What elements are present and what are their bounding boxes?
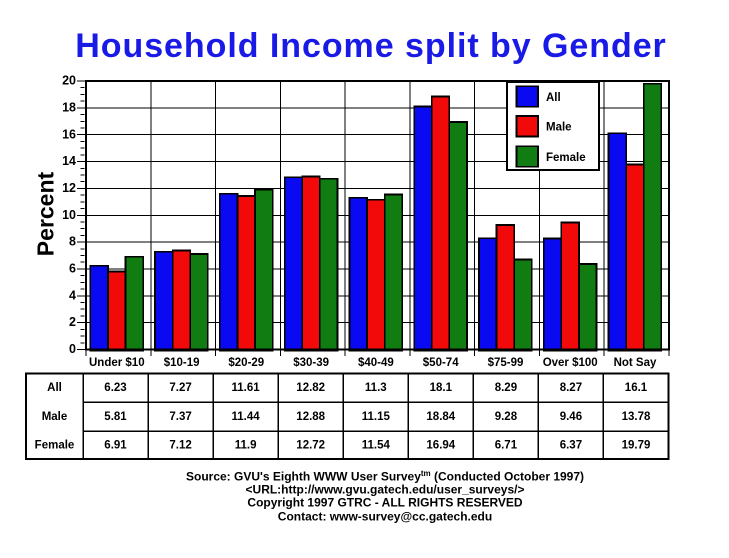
svg-text:All: All — [546, 92, 561, 104]
svg-text:10: 10 — [62, 208, 76, 222]
svg-text:11.54: 11.54 — [362, 440, 391, 452]
svg-text:$20-29: $20-29 — [228, 357, 264, 369]
svg-text:Over $100: Over $100 — [543, 357, 598, 369]
svg-text:11.15: 11.15 — [362, 411, 391, 423]
svg-text:7.37: 7.37 — [169, 411, 191, 423]
svg-text:16.94: 16.94 — [426, 440, 455, 452]
svg-text:All: All — [47, 382, 62, 394]
svg-text:19.79: 19.79 — [622, 440, 651, 452]
svg-text:14: 14 — [62, 154, 76, 168]
svg-text:Contact: www-survey@cc.gatech.: Contact: www-survey@cc.gatech.edu — [278, 510, 492, 524]
svg-text:$40-49: $40-49 — [358, 357, 394, 369]
svg-text:Male: Male — [42, 411, 68, 423]
svg-text:6.23: 6.23 — [104, 382, 126, 394]
svg-text:5.81: 5.81 — [104, 411, 127, 423]
svg-text:Copyright 1997 GTRC - ALL RIGH: Copyright 1997 GTRC - ALL RIGHTS RESERVE… — [247, 496, 522, 510]
svg-text:Under $10: Under $10 — [89, 357, 145, 369]
svg-text:12.88: 12.88 — [296, 411, 325, 423]
svg-text:7.27: 7.27 — [169, 382, 191, 394]
svg-text:9.46: 9.46 — [560, 411, 582, 423]
svg-text:Female: Female — [546, 152, 586, 164]
svg-text:13.78: 13.78 — [622, 411, 651, 423]
svg-text:18: 18 — [62, 100, 76, 114]
svg-text:12.82: 12.82 — [296, 382, 325, 394]
svg-text:8: 8 — [69, 235, 76, 249]
svg-text:2: 2 — [69, 315, 76, 329]
svg-text:9.28: 9.28 — [495, 411, 518, 423]
svg-text:8.29: 8.29 — [495, 382, 517, 394]
svg-text:18.84: 18.84 — [426, 411, 455, 423]
svg-text:4: 4 — [69, 288, 76, 302]
svg-text:18.1: 18.1 — [430, 382, 453, 394]
svg-text:20: 20 — [62, 74, 76, 88]
svg-text:11.9: 11.9 — [235, 440, 257, 452]
svg-text:$30-39: $30-39 — [293, 357, 329, 369]
svg-text:Percent: Percent — [33, 171, 59, 256]
svg-text:$75-99: $75-99 — [488, 357, 524, 369]
svg-text:11.44: 11.44 — [232, 411, 261, 423]
svg-text:16: 16 — [62, 127, 76, 141]
svg-text:0: 0 — [69, 342, 76, 356]
svg-text:12.72: 12.72 — [296, 440, 325, 452]
svg-text:Source: GVU's Eighth WWW User: Source: GVU's Eighth WWW User Surveytm (… — [186, 469, 584, 484]
svg-text:<URL:http://www.gvu.gatech.edu: <URL:http://www.gvu.gatech.edu/user_surv… — [246, 483, 525, 497]
svg-text:11.61: 11.61 — [232, 382, 261, 394]
svg-text:12: 12 — [62, 181, 76, 195]
svg-text:6.91: 6.91 — [104, 440, 127, 452]
svg-text:6.37: 6.37 — [560, 440, 582, 452]
svg-text:11.3: 11.3 — [365, 382, 387, 394]
svg-text:Female: Female — [35, 440, 75, 452]
svg-text:16.1: 16.1 — [625, 382, 648, 394]
svg-text:Not Say: Not Say — [614, 357, 657, 369]
svg-text:Household Income split by Gend: Household Income split by Gender — [75, 27, 666, 65]
svg-text:6: 6 — [69, 262, 76, 276]
svg-text:$10-19: $10-19 — [164, 357, 200, 369]
svg-text:Male: Male — [546, 121, 572, 133]
svg-text:7.12: 7.12 — [169, 440, 191, 452]
svg-text:$50-74: $50-74 — [423, 357, 459, 369]
svg-text:6.71: 6.71 — [495, 440, 518, 452]
svg-text:8.27: 8.27 — [560, 382, 582, 394]
